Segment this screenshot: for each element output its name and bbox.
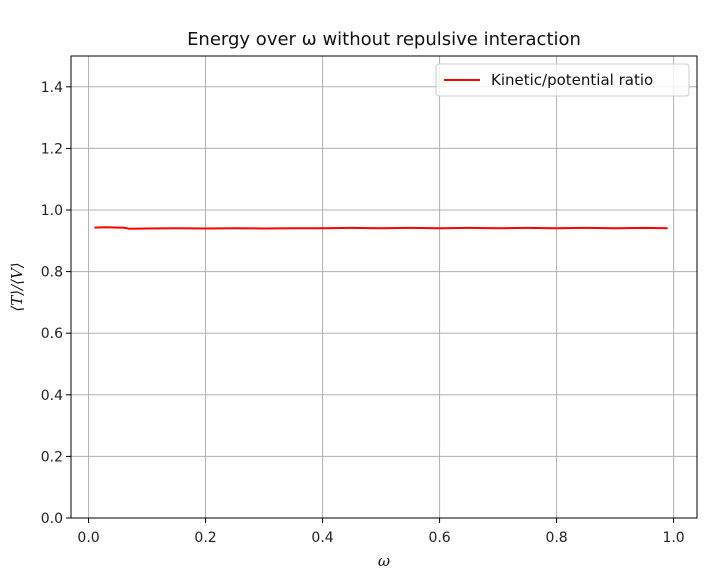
y-tick-label: 0.6	[41, 326, 63, 342]
chart-title: Energy over ω without repulsive interact…	[187, 29, 581, 50]
legend-box	[435, 63, 690, 97]
y-tick-label: 0.0	[41, 511, 63, 527]
legend-entry-label: Kinetic/potential ratio	[491, 71, 653, 89]
legend: Kinetic/potential ratio	[435, 63, 690, 97]
grid	[71, 56, 697, 519]
plot-frame	[70, 55, 698, 519]
x-tick-label: 1.0	[662, 530, 684, 546]
x-tick-label: 0.2	[194, 530, 216, 546]
y-tick-label: 1.4	[41, 80, 63, 96]
x-axis-label: ω	[378, 552, 390, 570]
y-tick-label: 0.2	[41, 449, 63, 465]
plot-lines	[94, 226, 668, 230]
y-tick-label: 1.2	[41, 141, 63, 157]
x-tick-label: 0.6	[428, 530, 450, 546]
y-tick-label: 1.0	[41, 203, 63, 219]
x-tick-label: 0.4	[311, 530, 333, 546]
x-tick-label: 0.8	[545, 530, 567, 546]
y-tick-label: 0.4	[41, 388, 63, 404]
x-tick-label: 0.0	[77, 530, 99, 546]
series-line	[94, 226, 668, 230]
y-axis-label: ⟨T⟩/⟨V⟩	[8, 262, 26, 311]
ticks: 0.0 0.2 0.4 0.6 0.8 1.0 0.0 0.2 0.4 0.6 0.8 1.0 1.2 1…	[41, 80, 685, 546]
y-tick-label: 0.8	[41, 265, 63, 281]
